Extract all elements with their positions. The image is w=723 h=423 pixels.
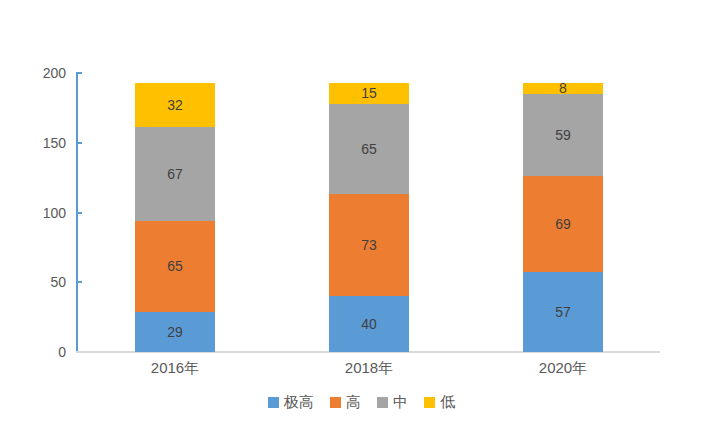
x-category-label: 2020年 — [493, 358, 633, 378]
legend-swatch — [268, 397, 279, 408]
bar-data-label: 59 — [523, 126, 603, 144]
bar-data-label: 73 — [329, 236, 409, 254]
y-axis-tick — [76, 72, 82, 74]
legend-item: 高 — [330, 393, 361, 411]
bar-data-label: 15 — [329, 84, 409, 102]
bar-data-label: 65 — [329, 140, 409, 158]
legend-label: 低 — [440, 393, 455, 411]
legend-swatch — [330, 397, 341, 408]
x-category-label: 2016年 — [105, 358, 245, 378]
legend: 极高 高 中 低 — [0, 391, 723, 413]
legend-label: 中 — [393, 393, 408, 411]
stacked-bar-chart: 0 50 100 150 200 29 65 67 32 2016年 40 73 65 15 2018年 57… — [0, 0, 723, 423]
legend-swatch — [377, 397, 388, 408]
y-axis-tick-label: 0 — [18, 343, 66, 361]
legend-label: 极高 — [284, 393, 314, 411]
y-axis-tick-label: 50 — [18, 273, 66, 291]
y-axis-tick-label: 200 — [18, 64, 66, 82]
legend-item: 低 — [424, 393, 455, 411]
bar-data-label: 69 — [523, 215, 603, 233]
bar-data-label: 65 — [135, 257, 215, 275]
y-axis-tick-label: 150 — [18, 134, 66, 152]
bar-data-label: 67 — [135, 165, 215, 183]
legend-item: 极高 — [268, 393, 314, 411]
legend-swatch — [424, 397, 435, 408]
bar-data-label: 29 — [135, 323, 215, 341]
y-axis-tick — [76, 281, 82, 283]
y-axis-tick — [76, 212, 82, 214]
bar-data-label: 57 — [523, 303, 603, 321]
bar-data-label: 40 — [329, 315, 409, 333]
bar-data-label: 32 — [135, 96, 215, 114]
y-axis-tick — [76, 142, 82, 144]
plot-area: 0 50 100 150 200 29 65 67 32 2016年 40 73 65 15 2018年 57… — [0, 0, 723, 423]
bar-data-label: 8 — [523, 79, 603, 97]
legend-label: 高 — [346, 393, 361, 411]
legend-item: 中 — [377, 393, 408, 411]
x-category-label: 2018年 — [299, 358, 439, 378]
y-axis-tick-label: 100 — [18, 204, 66, 222]
